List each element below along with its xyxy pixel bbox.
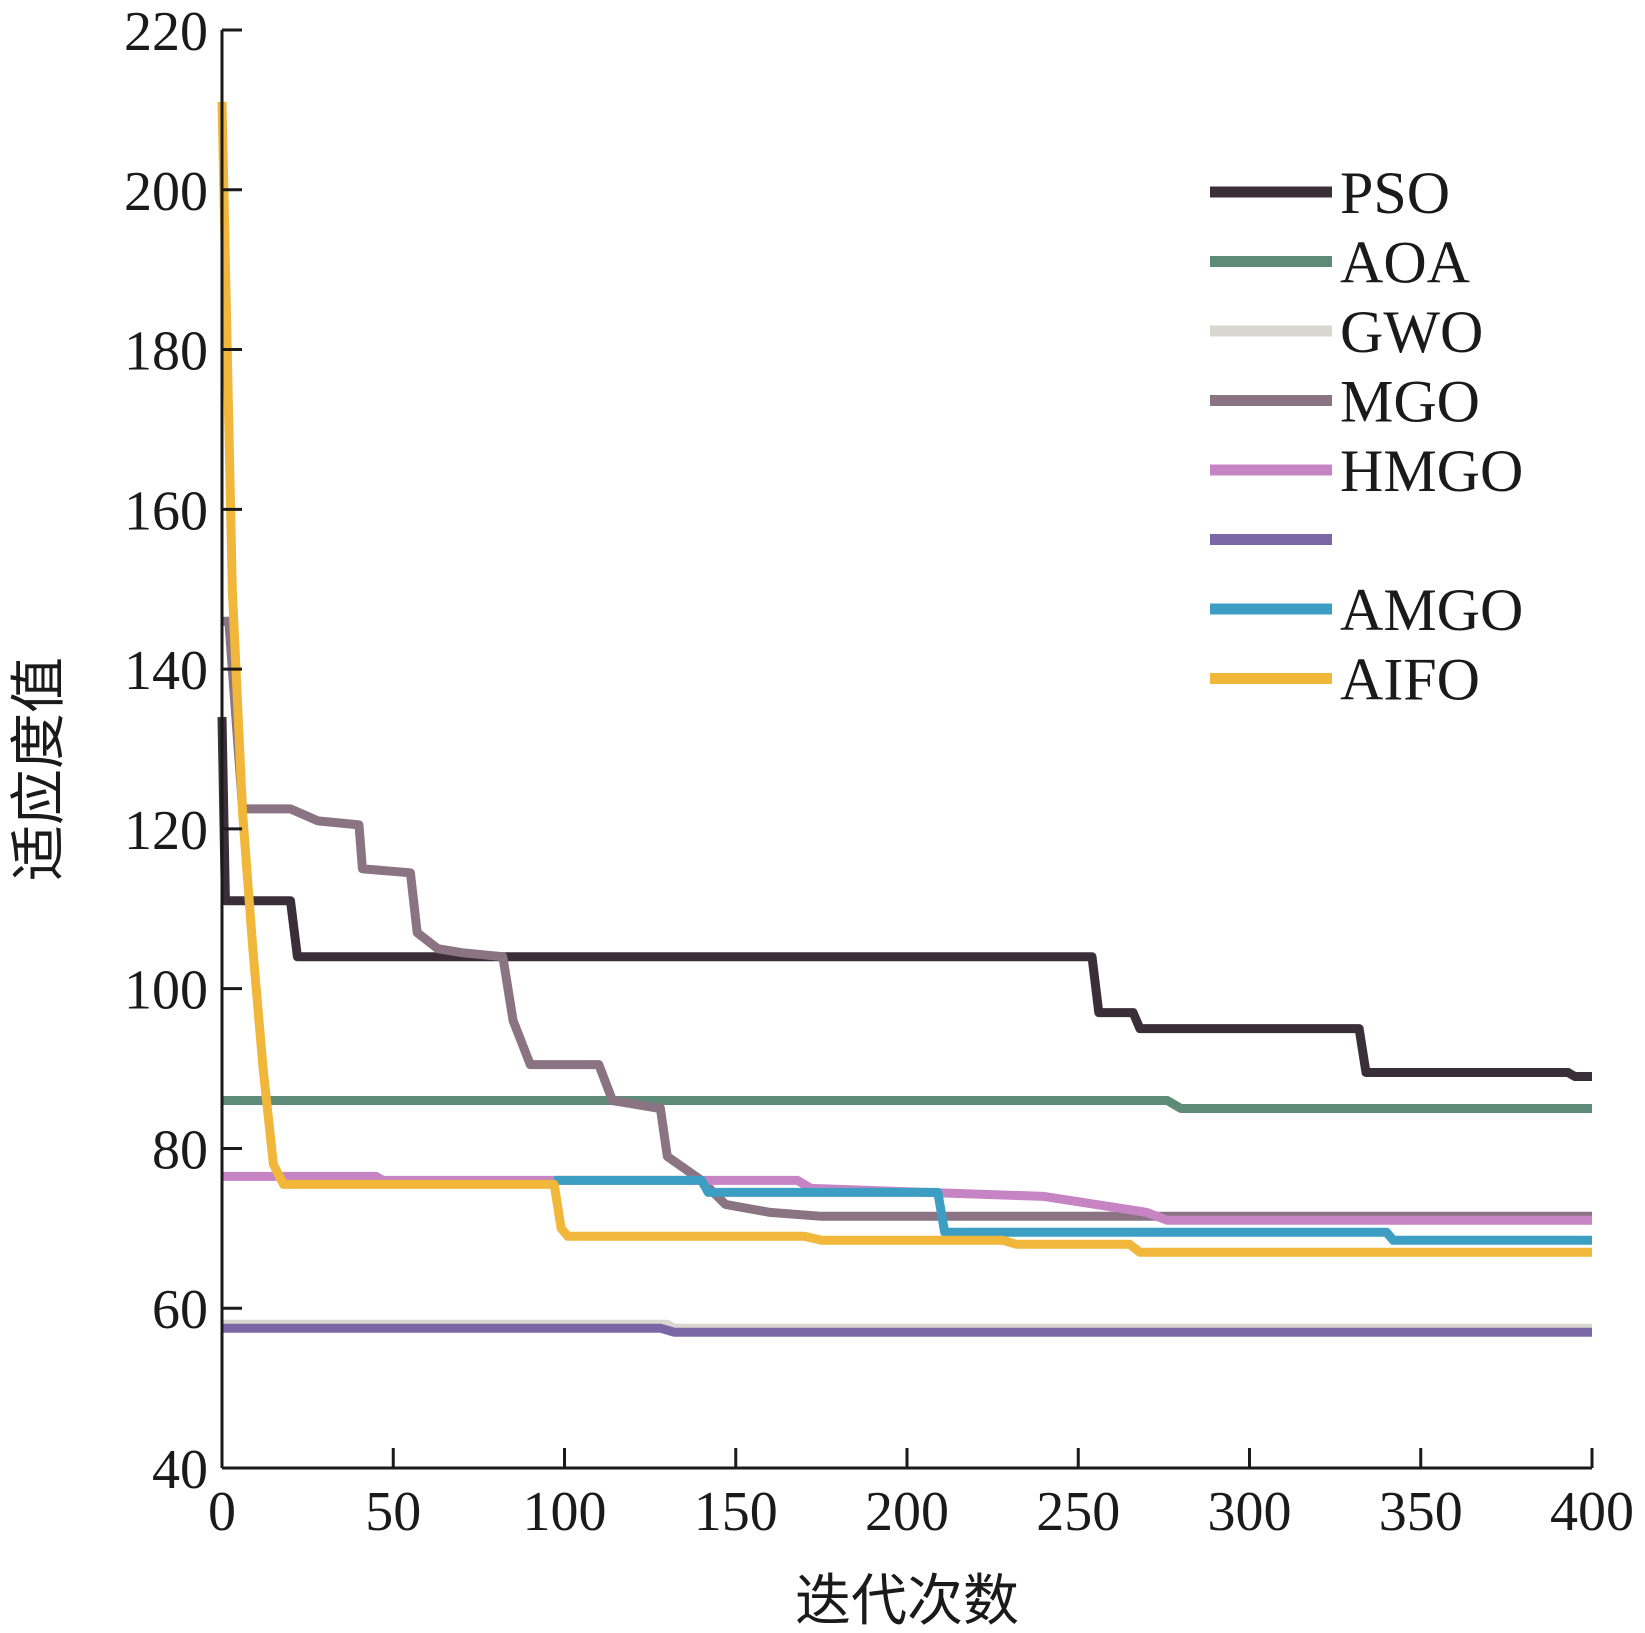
- y-tick-label: 180: [124, 321, 208, 383]
- x-tick-label: 300: [1208, 1481, 1292, 1543]
- legend-label-mgo: MGO: [1340, 369, 1480, 435]
- axes-layer: 0 50 100 150 200 250 300 350 400 40 60 80 100 120 140 1…: [124, 1, 1634, 1543]
- y-axis-title: 适应度值: [7, 657, 72, 881]
- series-line-aoa: [222, 1096, 1592, 1113]
- series-line-hmgo-violet: [222, 1323, 1592, 1337]
- legend-label-hmgo: HMGO: [1340, 438, 1523, 504]
- x-tick-label: 50: [365, 1481, 421, 1543]
- legend-label-pso: PSO: [1340, 160, 1450, 226]
- y-tick-label: 120: [124, 800, 208, 862]
- legend-label-amgo: AMGO: [1340, 577, 1523, 643]
- series-line-pso: [217, 716, 1592, 1081]
- series-line-amgo: [554, 1175, 1592, 1245]
- series-line-aifo: [217, 101, 1592, 1257]
- y-tick-label: 80: [152, 1119, 208, 1181]
- legend-label-aifo: AIFO: [1340, 647, 1480, 713]
- y-tick-label: 140: [124, 640, 208, 702]
- legend-label-gwo: GWO: [1340, 299, 1483, 365]
- y-tick-label: 40: [152, 1439, 208, 1501]
- legend-label-aoa: AOA: [1340, 230, 1470, 296]
- y-tick-label: 200: [124, 161, 208, 223]
- y-tick-label: 60: [152, 1279, 208, 1341]
- y-tick-label: 160: [124, 480, 208, 542]
- x-tick-label: 250: [1036, 1481, 1120, 1543]
- x-tick-label: 150: [694, 1481, 778, 1543]
- x-tick-label: 0: [208, 1481, 236, 1543]
- y-tick-label: 100: [124, 960, 208, 1022]
- x-tick-label: 350: [1379, 1481, 1463, 1543]
- series-layer: [217, 101, 1592, 1337]
- x-tick-label: 100: [523, 1481, 607, 1543]
- x-tick-label: 400: [1550, 1481, 1634, 1543]
- x-axis-title: 迭代次数: [795, 1569, 1019, 1633]
- x-tick-label: 200: [865, 1481, 949, 1543]
- y-tick-label: 220: [124, 1, 208, 63]
